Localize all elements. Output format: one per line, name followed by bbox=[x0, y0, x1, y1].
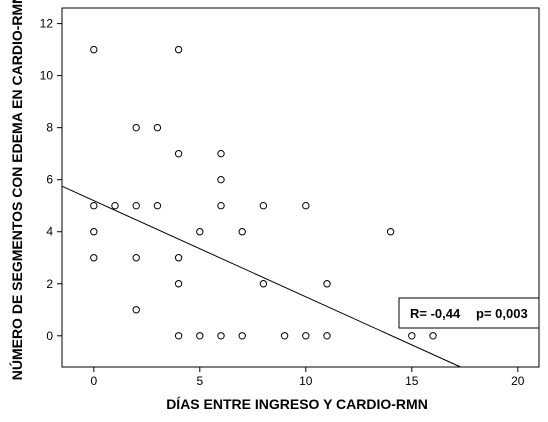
data-point bbox=[90, 45, 98, 54]
data-point bbox=[153, 123, 162, 132]
data-point bbox=[386, 228, 395, 236]
x-tick-label: 20 bbox=[511, 374, 525, 388]
data-point bbox=[302, 332, 310, 340]
data-point bbox=[429, 332, 437, 340]
data-point bbox=[217, 332, 225, 340]
data-point bbox=[132, 306, 140, 314]
axis-ticks bbox=[57, 23, 519, 372]
data-point bbox=[90, 202, 98, 210]
annotation-p: p= 0,003 bbox=[476, 306, 528, 321]
y-tick-label: 12 bbox=[40, 17, 54, 31]
data-point bbox=[196, 228, 204, 236]
y-tick-label: 10 bbox=[40, 69, 54, 83]
x-axis-title: DÍAS ENTRE INGRESO Y CARDIO-RMN bbox=[166, 396, 428, 412]
x-tick-label: 15 bbox=[405, 374, 419, 388]
data-point bbox=[323, 280, 331, 288]
annotation-r: R= -0,44 bbox=[410, 306, 461, 321]
x-tick-label: 10 bbox=[299, 374, 313, 388]
data-point bbox=[174, 45, 183, 54]
data-point bbox=[153, 202, 162, 210]
data-point bbox=[217, 202, 225, 210]
data-point bbox=[132, 254, 140, 262]
data-points bbox=[90, 45, 437, 340]
y-tick-label: 6 bbox=[46, 173, 53, 187]
data-point bbox=[259, 202, 268, 210]
annotation-box bbox=[398, 297, 540, 329]
correlation-annotation: R= -0,44 p= 0,003 bbox=[398, 297, 540, 329]
tick-labels: 0 5 10 15 20 0 2 4 6 8 10 12 bbox=[40, 17, 525, 388]
x-tick-label: 5 bbox=[196, 374, 203, 388]
x-tick-label: 0 bbox=[90, 374, 97, 388]
data-point bbox=[259, 280, 268, 288]
y-axis-title: NÚMERO DE SEGMENTOS CON EDEMA EN CARDIO-… bbox=[8, 0, 25, 380]
data-point bbox=[408, 332, 416, 340]
data-point bbox=[323, 332, 331, 340]
y-tick-label: 4 bbox=[46, 225, 53, 239]
data-point bbox=[132, 202, 140, 210]
y-tick-label: 2 bbox=[46, 277, 53, 291]
data-point bbox=[90, 254, 98, 262]
data-point bbox=[174, 280, 183, 288]
data-point bbox=[174, 254, 183, 262]
regression-line bbox=[61, 185, 461, 368]
data-point bbox=[217, 149, 225, 158]
data-point bbox=[280, 332, 289, 340]
y-tick-label: 0 bbox=[46, 329, 53, 343]
data-point bbox=[217, 175, 225, 184]
data-point bbox=[302, 202, 310, 210]
data-point bbox=[238, 228, 246, 236]
data-point bbox=[238, 332, 246, 340]
data-point bbox=[174, 332, 183, 340]
data-point bbox=[111, 202, 119, 210]
data-point bbox=[90, 228, 98, 236]
data-point bbox=[196, 332, 204, 340]
data-point bbox=[132, 123, 140, 132]
data-point bbox=[174, 149, 183, 158]
y-tick-label: 8 bbox=[46, 121, 53, 135]
